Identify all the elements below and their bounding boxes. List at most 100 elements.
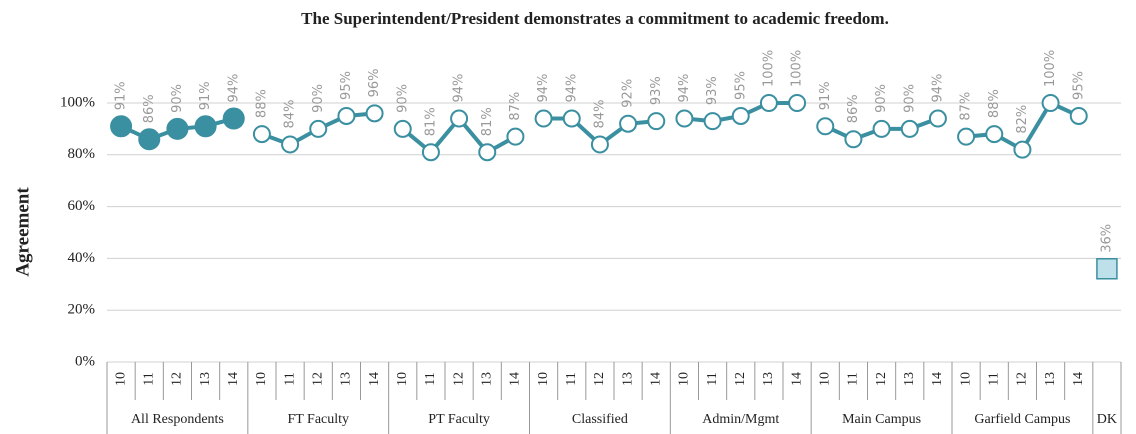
x-tick-label: 11: [705, 372, 720, 385]
marker: [1096, 258, 1118, 280]
data-label: 81%: [423, 107, 438, 136]
x-tick-label: 10: [113, 372, 128, 386]
x-tick-label: 10: [254, 372, 269, 386]
data-label: 92%: [621, 79, 636, 108]
data-label: 94%: [452, 74, 467, 103]
x-tick-label: 10: [817, 372, 832, 386]
group-label: All Respondents: [131, 412, 224, 427]
chart-title: The Superintendent/President demonstrate…: [301, 9, 889, 28]
marker: [844, 130, 863, 149]
x-tick-label: 13: [1043, 372, 1058, 386]
marker: [252, 125, 271, 144]
x-tick-label: 11: [282, 372, 297, 385]
marker: [194, 115, 217, 138]
x-tick-label: 12: [1015, 372, 1030, 386]
marker: [166, 117, 189, 140]
marker: [421, 143, 440, 162]
data-label: 94%: [677, 74, 692, 103]
x-tick-label: 12: [733, 372, 748, 386]
data-label: 96%: [367, 68, 382, 97]
group-label: Garfield Campus: [974, 412, 1070, 427]
x-tick-label: 13: [479, 372, 494, 386]
marker: [619, 114, 638, 133]
group-label: DK: [1097, 412, 1117, 427]
x-tick-label: 14: [508, 372, 523, 386]
data-label: 100%: [761, 50, 776, 87]
data-label: 93%: [705, 76, 720, 105]
data-label: 90%: [311, 84, 326, 113]
y-tick-label: 100%: [60, 94, 95, 110]
data-label: 82%: [1015, 105, 1030, 134]
x-tick-label: 13: [339, 372, 354, 386]
x-tick-label: 14: [930, 372, 945, 386]
marker: [281, 135, 300, 154]
data-label: 90%: [874, 84, 889, 113]
x-tick-label: 12: [170, 372, 185, 386]
x-tick-label: 12: [310, 372, 325, 386]
x-tick-label: 11: [986, 372, 1001, 385]
y-tick-label: 40%: [68, 250, 96, 266]
marker: [900, 119, 919, 138]
x-tick-label: 11: [564, 372, 579, 385]
data-label: 95%: [339, 71, 354, 100]
data-label: 90%: [902, 84, 917, 113]
x-tick-label: 10: [958, 372, 973, 386]
x-tick-label: 10: [677, 372, 692, 386]
data-label: 94%: [226, 74, 241, 103]
marker: [1013, 140, 1032, 159]
data-label: 94%: [930, 74, 945, 103]
data-label: 95%: [733, 71, 748, 100]
y-tick-label: 80%: [68, 146, 96, 162]
x-tick-label: 12: [874, 372, 889, 386]
data-label: 94%: [564, 74, 579, 103]
marker: [788, 94, 807, 112]
data-label: 93%: [649, 76, 664, 105]
y-axis-label: Agreement: [12, 187, 33, 277]
x-tick-label: 10: [536, 372, 551, 386]
group-label: Classified: [572, 412, 628, 427]
group-label: Main Campus: [842, 412, 921, 427]
data-label: 94%: [536, 74, 551, 103]
marker: [1069, 106, 1088, 125]
marker: [731, 106, 750, 125]
x-tick-label: 13: [902, 372, 917, 386]
data-label: 36%: [1099, 224, 1114, 253]
marker: [872, 119, 891, 138]
marker: [365, 104, 384, 123]
marker: [110, 115, 133, 138]
x-tick-label: 12: [592, 372, 607, 386]
marker: [222, 107, 245, 130]
data-label: 87%: [959, 92, 974, 121]
marker: [590, 135, 609, 154]
data-label: 91%: [114, 81, 129, 110]
data-label: 87%: [508, 92, 523, 121]
x-tick-label: 14: [648, 372, 663, 386]
data-label: 100%: [1043, 50, 1058, 87]
y-tick-label: 20%: [68, 302, 96, 318]
data-label: 91%: [198, 81, 213, 110]
x-tick-label: 12: [451, 372, 466, 386]
x-tick-label: 14: [1071, 372, 1086, 386]
data-label: 91%: [818, 81, 833, 110]
data-label: 86%: [142, 94, 157, 123]
x-tick-label: 11: [846, 372, 861, 385]
marker: [816, 117, 835, 136]
x-tick-label: 13: [198, 372, 213, 386]
marker: [478, 143, 497, 162]
data-label: 100%: [790, 50, 805, 87]
group-label: FT Faculty: [287, 412, 349, 427]
data-label: 88%: [254, 89, 269, 118]
marker: [450, 109, 469, 128]
data-label: 90%: [395, 84, 410, 113]
data-label: 88%: [987, 89, 1002, 118]
marker: [985, 125, 1004, 144]
marker: [309, 119, 328, 138]
x-tick-label: 11: [423, 372, 438, 385]
marker: [534, 109, 553, 128]
x-tick-label: 14: [789, 372, 804, 386]
marker: [138, 128, 161, 151]
data-label: 84%: [283, 100, 298, 129]
x-tick-label: 10: [395, 372, 410, 386]
data-label: 86%: [846, 94, 861, 123]
